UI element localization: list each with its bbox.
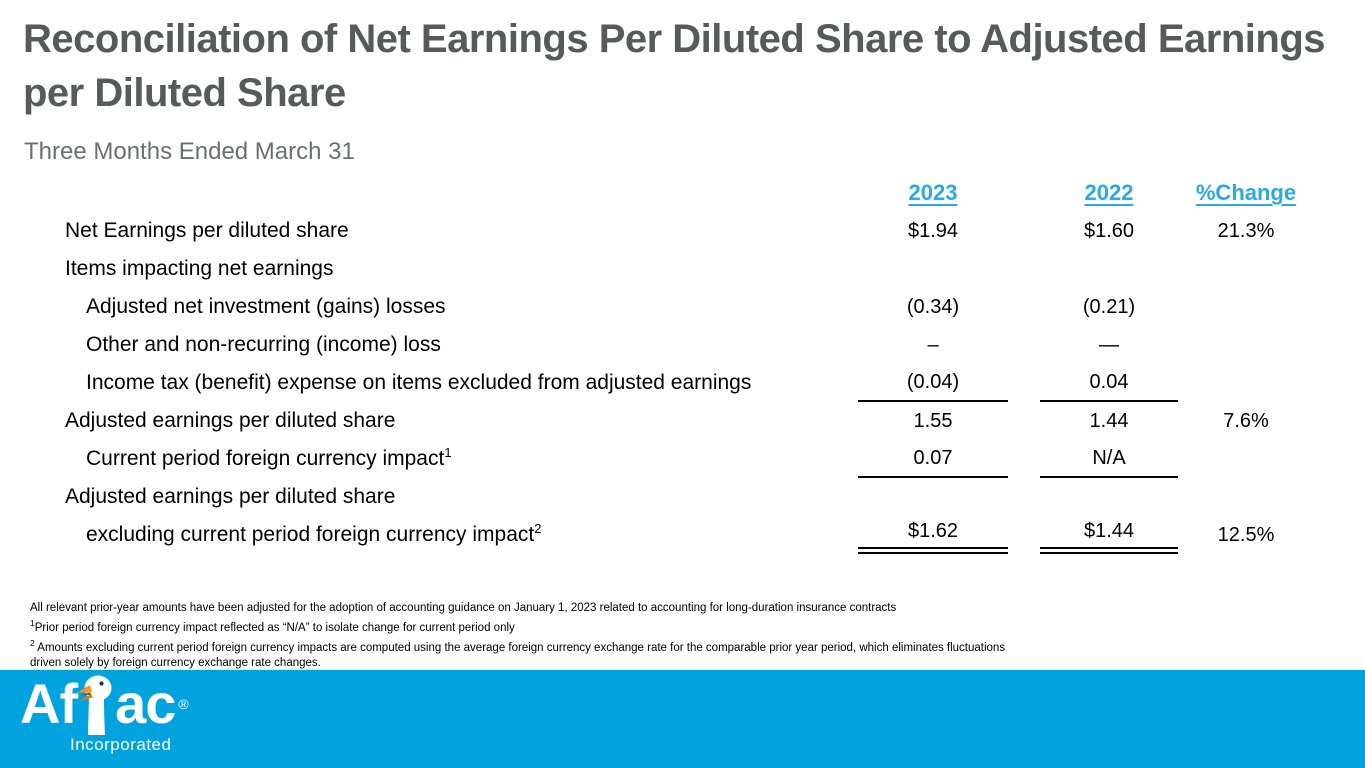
logo-text-ac: ac	[115, 672, 176, 735]
table-row: Income tax (benefit) expense on items ex…	[65, 364, 1310, 402]
cell-pct-change: 21.3%	[1217, 219, 1275, 242]
column-header-pct-change: %Change	[1182, 174, 1310, 212]
table-row: Adjusted net investment (gains) losses (…	[65, 288, 1310, 326]
row-label: Adjusted net investment (gains) losses	[65, 288, 858, 326]
row-label-text: Adjusted net investment (gains) losses	[86, 295, 446, 318]
column-gap	[1008, 364, 1040, 402]
cell-2023	[858, 250, 1008, 288]
column-header-pct-change-label: %Change	[1195, 180, 1297, 205]
cell-2022: $1.44	[1040, 516, 1178, 554]
cell-2023: $1.62	[858, 516, 1008, 554]
row-label-text: Net Earnings per diluted share	[65, 219, 349, 242]
row-label: Items impacting net earnings	[65, 250, 858, 288]
reconciliation-table: 2023 2022 %Change Net Earnings per dilut…	[65, 174, 1310, 554]
row-label: Adjusted earnings per diluted share	[65, 478, 858, 516]
page-subtitle: Three Months Ended March 31	[24, 138, 355, 165]
duck-icon	[77, 675, 112, 735]
column-header-2023: 2023	[858, 174, 1008, 212]
table-header-row: 2023 2022 %Change	[65, 174, 1310, 212]
column-gap	[1008, 440, 1040, 478]
row-label-footnote-ref: 2	[534, 520, 542, 536]
footnote: 2 Amounts excluding current period forei…	[30, 637, 1006, 669]
row-label-text: Items impacting net earnings	[65, 257, 334, 280]
cell-pct-change	[1182, 364, 1310, 402]
table-row: Adjusted earnings per diluted share	[65, 478, 1310, 516]
row-label: Net Earnings per diluted share	[65, 212, 858, 250]
column-header-2022: 2022	[1040, 174, 1178, 212]
cell-2023: –	[927, 333, 939, 356]
row-label: excluding current period foreign currenc…	[65, 516, 858, 554]
logo-incorporated-label: Incorporated	[70, 735, 172, 754]
cell-2023: 1.55	[913, 409, 953, 432]
row-label-text: Other and non-recurring (income) loss	[86, 333, 441, 356]
cell-pct-change	[1182, 288, 1310, 326]
row-label-text: Current period foreign currency impact	[86, 447, 445, 470]
table-body: Net Earnings per diluted share $1.94 $1.…	[65, 212, 1310, 554]
cell-2023: 0.07	[858, 440, 1008, 478]
cell-2022: 1.44	[1089, 409, 1129, 432]
row-label-text: Income tax (benefit) expense on items ex…	[86, 371, 752, 394]
cell-pct-change	[1182, 440, 1310, 478]
cell-2022: $1.60	[1083, 219, 1135, 242]
column-gap	[1008, 326, 1040, 364]
column-gap	[1008, 478, 1040, 516]
cell-2022: —	[1099, 333, 1119, 356]
column-gap	[1008, 250, 1040, 288]
row-label: Adjusted earnings per diluted share	[65, 402, 858, 440]
column-gap	[1008, 212, 1040, 250]
column-gap	[1008, 174, 1040, 212]
cell-2022: (0.21)	[1082, 295, 1136, 318]
table-row: excluding current period foreign currenc…	[65, 516, 1310, 554]
column-header-2022-label: 2022	[1084, 180, 1134, 205]
cell-2023: $1.94	[907, 219, 959, 242]
table-row: Net Earnings per diluted share $1.94 $1.…	[65, 212, 1310, 250]
page-title: Reconciliation of Net Earnings Per Dilut…	[23, 17, 1326, 115]
cell-pct-change	[1182, 250, 1310, 288]
cell-pct-change: 12.5%	[1217, 523, 1275, 546]
cell-2022: 0.04	[1040, 364, 1178, 402]
cell-pct-change: 7.6%	[1223, 409, 1269, 432]
footnote: 1Prior period foreign currency impact re…	[30, 618, 515, 634]
row-label: Current period foreign currency impact 1	[65, 440, 858, 478]
column-gap	[1008, 402, 1040, 440]
cell-pct-change	[1182, 326, 1310, 364]
row-label: Other and non-recurring (income) loss	[65, 326, 858, 364]
row-label-text: excluding current period foreign currenc…	[86, 523, 535, 546]
row-label-text: Adjusted earnings per diluted share	[65, 485, 396, 508]
footnotes: All relevant prior-year amounts have bee…	[30, 601, 1012, 671]
column-gap	[1008, 516, 1040, 554]
registered-mark-icon: ®	[178, 696, 188, 712]
logo-text-af: Af	[20, 672, 78, 735]
cell-pct-change	[1182, 478, 1310, 516]
footnote: All relevant prior-year amounts have bee…	[30, 602, 897, 614]
row-label-footnote-ref: 1	[444, 444, 452, 460]
aflac-logo: Af ac ® Incorporated	[20, 672, 189, 755]
column-header-2023-label: 2023	[908, 180, 958, 205]
cell-2023	[858, 478, 1008, 516]
table-row: Items impacting net earnings	[65, 250, 1310, 288]
row-label-text: Adjusted earnings per diluted share	[65, 409, 396, 432]
aflac-wordmark: Af ac ®	[20, 672, 189, 735]
cell-2023: (0.34)	[906, 295, 960, 318]
cell-2022	[1040, 478, 1178, 516]
row-label: Income tax (benefit) expense on items ex…	[65, 364, 858, 402]
cell-2023: (0.04)	[858, 364, 1008, 402]
header-spacer	[65, 174, 858, 212]
table-row: Current period foreign currency impact 1 …	[65, 440, 1310, 478]
table-row: Other and non-recurring (income) loss – …	[65, 326, 1310, 364]
cell-2022: N/A	[1040, 440, 1178, 478]
column-gap	[1008, 288, 1040, 326]
cell-2022	[1040, 250, 1178, 288]
table-row: Adjusted earnings per diluted share 1.55…	[65, 402, 1310, 440]
footer-brand-bar: Af ac ® Incorporated	[0, 670, 1365, 768]
